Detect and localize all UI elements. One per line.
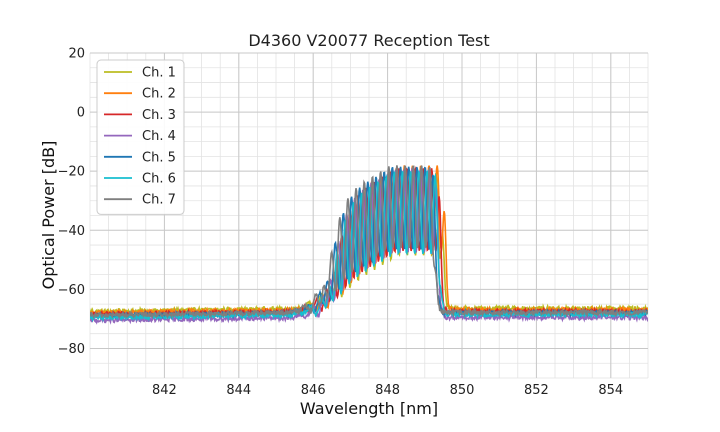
legend-label-ch6: Ch. 6 xyxy=(142,172,176,187)
y-tick-label: −60 xyxy=(58,283,85,298)
y-axis-label: Optical Power [dB] xyxy=(39,141,58,290)
x-tick-label: 842 xyxy=(152,383,177,398)
series-line-ch7 xyxy=(90,165,648,320)
y-tick-label: −80 xyxy=(58,342,85,357)
x-tick-label: 848 xyxy=(375,383,400,398)
x-tick-label: 844 xyxy=(226,383,251,398)
legend-label-ch7: Ch. 7 xyxy=(142,193,176,208)
x-axis-label: Wavelength [nm] xyxy=(300,399,438,418)
chart-title: D4360 V20077 Reception Test xyxy=(248,31,489,50)
x-tick-label: 846 xyxy=(301,383,326,398)
x-tick-label: 852 xyxy=(524,383,549,398)
series-layer xyxy=(90,165,648,325)
legend-label-ch2: Ch. 2 xyxy=(142,87,176,102)
legend-box xyxy=(96,59,185,215)
legend-label-ch3: Ch. 3 xyxy=(142,108,176,123)
y-tick-label: 0 xyxy=(77,106,85,121)
y-axis-ticks: 20 0 −20 −40 −60 −80 xyxy=(58,47,85,357)
legend-label-ch4: Ch. 4 xyxy=(142,129,176,144)
series-line-ch4 xyxy=(90,167,648,325)
y-tick-label: −40 xyxy=(58,224,85,239)
x-tick-label: 850 xyxy=(450,383,475,398)
y-tick-label: 20 xyxy=(68,47,85,62)
legend-label-ch5: Ch. 5 xyxy=(142,150,176,165)
x-tick-label: 854 xyxy=(598,383,623,398)
y-tick-label: −20 xyxy=(58,165,85,180)
legend-label-ch1: Ch. 1 xyxy=(142,66,176,81)
legend: Ch. 1 Ch. 2 Ch. 3 Ch. 4 Ch. 5 Ch. 6 Ch. 7 xyxy=(96,59,185,215)
x-axis-ticks: 842 844 846 848 850 852 854 xyxy=(152,383,623,398)
